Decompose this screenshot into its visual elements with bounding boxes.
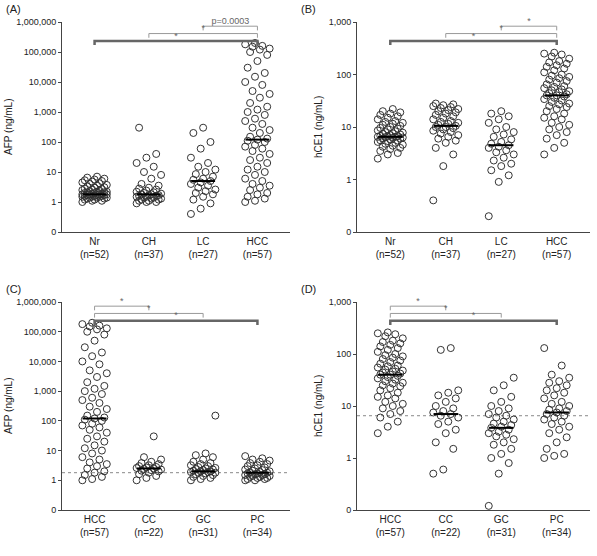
svg-text:100: 100 [41,416,56,426]
svg-text:100,000: 100,000 [24,327,57,337]
svg-text:HCC(n=57): HCC(n=57) [542,236,571,260]
svg-text:1,000: 1,000 [329,17,352,27]
svg-text:1: 1 [51,475,56,485]
svg-text:1,000: 1,000 [329,297,352,307]
svg-text:HCC(n=57): HCC(n=57) [243,236,272,260]
svg-text:10: 10 [341,122,351,132]
svg-text:*: * [499,23,503,33]
svg-text:LC(n=27): LC(n=27) [487,236,516,260]
svg-text:Nr(n=52): Nr(n=52) [80,236,109,260]
svg-text:1: 1 [51,197,56,207]
svg-text:CC(n=22): CC(n=22) [431,514,460,538]
svg-text:Nr(n=52): Nr(n=52) [376,236,405,260]
svg-text:0: 0 [346,505,351,515]
svg-text:GC(n=31): GC(n=31) [487,514,516,538]
svg-text:PC(n=34): PC(n=34) [243,514,272,538]
svg-text:CC(n=22): CC(n=22) [134,514,163,538]
svg-text:*: * [201,23,205,33]
svg-text:*: * [120,296,124,306]
svg-text:1: 1 [346,175,351,185]
svg-text:CH(n=37): CH(n=37) [431,236,460,260]
svg-text:HCC(n=57): HCC(n=57) [376,514,405,538]
svg-text:10,000: 10,000 [29,357,57,367]
svg-text:100: 100 [336,70,351,80]
svg-text:HCC(n=57): HCC(n=57) [80,514,109,538]
svg-text:0: 0 [51,227,56,237]
svg-text:hCE1 (ng/mL): hCE1 (ng/mL) [313,96,324,158]
svg-text:1,000,000: 1,000,000 [16,17,56,27]
svg-text:10: 10 [341,401,351,411]
svg-text:*: * [444,303,448,313]
svg-text:0: 0 [51,505,56,515]
svg-text:hCE1 (ng/mL): hCE1 (ng/mL) [313,375,324,437]
svg-text:(A): (A) [6,3,21,15]
svg-text:1: 1 [346,453,351,463]
svg-text:(C): (C) [6,283,21,295]
svg-text:PC(n=34): PC(n=34) [542,514,571,538]
svg-text:GC(n=31): GC(n=31) [189,514,218,538]
svg-text:100: 100 [336,349,351,359]
svg-text:(B): (B) [301,3,316,15]
svg-text:*: * [147,303,151,313]
svg-text:*: * [174,31,178,41]
svg-text:*: * [174,310,178,320]
svg-text:AFP (ng/mL): AFP (ng/mL) [3,378,14,435]
svg-text:p=0.0003: p=0.0003 [211,16,249,26]
svg-text:CH(n=37): CH(n=37) [134,236,163,260]
svg-text:AFP (ng/mL): AFP (ng/mL) [3,99,14,156]
svg-text:10: 10 [46,167,56,177]
svg-text:100: 100 [41,137,56,147]
svg-text:*: * [416,296,420,306]
svg-text:1,000: 1,000 [34,107,57,117]
svg-text:1,000: 1,000 [34,386,57,396]
svg-text:*: * [472,310,476,320]
svg-text:0: 0 [346,227,351,237]
svg-text:(D): (D) [301,283,316,295]
svg-text:100,000: 100,000 [24,47,57,57]
svg-text:10: 10 [46,446,56,456]
svg-text:*: * [527,16,531,26]
svg-text:LC(n=27): LC(n=27) [189,236,218,260]
svg-text:1,000,000: 1,000,000 [16,297,56,307]
svg-text:*: * [472,31,476,41]
svg-text:10,000: 10,000 [29,77,57,87]
